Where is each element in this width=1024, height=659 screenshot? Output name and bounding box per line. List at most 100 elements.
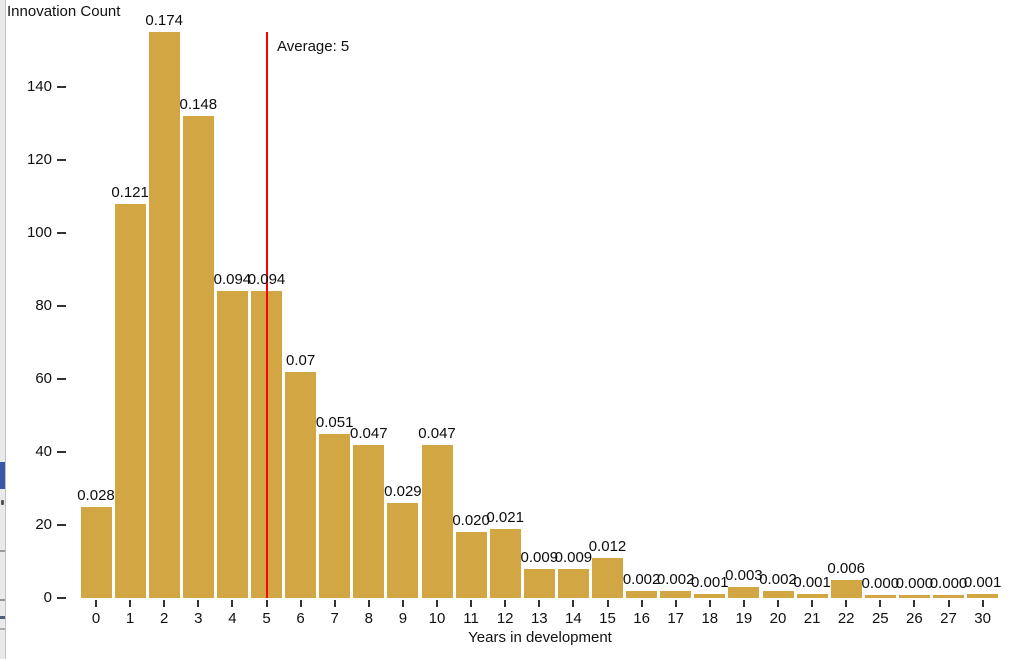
- y-tick-label: 100: [26, 224, 52, 241]
- bar-16: [626, 590, 658, 598]
- x-tick-mark: [504, 600, 507, 607]
- x-tick-label: 17: [667, 610, 685, 627]
- bar-12: [489, 528, 521, 598]
- bar-25: [864, 595, 896, 598]
- x-tick-mark: [708, 600, 711, 607]
- x-tick-label: 0: [91, 610, 101, 627]
- x-axis-title: Years in development: [468, 629, 612, 646]
- x-tick-label: 13: [530, 610, 548, 627]
- y-tick-label: 20: [35, 516, 52, 533]
- x-tick-mark: [367, 600, 370, 607]
- x-tick-mark: [538, 600, 541, 607]
- bar-value-label: 0.001: [963, 574, 1002, 592]
- x-tick-label: 19: [735, 610, 753, 627]
- bar-value-label: 0.009: [554, 548, 593, 566]
- bar-value-label: 0.07: [285, 351, 316, 369]
- bar-value-label: 0.021: [486, 508, 524, 526]
- bar-4: [216, 291, 248, 598]
- y-tick-label: 40: [35, 443, 52, 460]
- x-tick-label: 12: [496, 610, 514, 627]
- edge-blue-fragment: [0, 462, 5, 489]
- bar-18: [694, 594, 726, 598]
- x-tick-label: 9: [398, 610, 408, 627]
- bar-21: [796, 594, 828, 598]
- x-tick-label: 3: [194, 610, 203, 627]
- bar-11: [455, 532, 487, 598]
- bar-value-label: 0.000: [861, 575, 900, 593]
- x-tick-label: 26: [906, 610, 923, 627]
- y-tick-mark: [57, 451, 66, 453]
- bar-15: [592, 557, 623, 598]
- bar-value-label: 0.002: [656, 570, 695, 588]
- bar-26: [898, 595, 930, 598]
- bar-value-label: 0.174: [145, 12, 183, 30]
- x-tick-mark: [333, 600, 336, 607]
- x-tick-label: 16: [633, 610, 650, 627]
- bar-value-label: 0.000: [929, 575, 968, 593]
- bar-13: [523, 568, 555, 598]
- average-line: [265, 32, 268, 598]
- bar-19: [728, 587, 760, 598]
- bar-7: [319, 433, 351, 598]
- y-tick-mark: [57, 305, 66, 307]
- average-annotation: Average: 5: [277, 38, 350, 55]
- bar-14: [557, 568, 589, 598]
- y-tick-label: 120: [26, 151, 52, 168]
- x-tick-mark: [572, 600, 575, 607]
- bar-value-label: 0.051: [315, 413, 354, 431]
- x-tick-mark: [299, 600, 302, 607]
- x-tick-label: 6: [296, 610, 305, 627]
- bar-17: [660, 590, 692, 598]
- x-tick-mark: [163, 600, 166, 607]
- bar-value-label: 0.094: [213, 271, 252, 289]
- x-tick-label: 1: [125, 610, 135, 627]
- bar-22: [830, 579, 862, 598]
- x-tick-label: 20: [769, 610, 787, 627]
- x-tick-label: 14: [565, 610, 582, 627]
- x-tick-mark: [947, 600, 950, 607]
- x-tick-mark: [640, 600, 643, 607]
- y-tick-label: 80: [35, 297, 52, 314]
- bar-30: [967, 594, 999, 598]
- x-tick-label: 8: [364, 610, 373, 627]
- bar-value-label: 0.121: [111, 183, 149, 201]
- x-tick-label: 25: [871, 610, 889, 627]
- bar-6: [285, 371, 317, 598]
- bar-value-label: 0.012: [588, 537, 627, 555]
- bar-3: [182, 116, 214, 598]
- x-tick-mark: [981, 600, 984, 607]
- x-tick-mark: [674, 600, 677, 607]
- bar-10: [421, 444, 453, 598]
- y-tick-mark: [57, 86, 66, 88]
- edge-glyph-fragment: [1, 500, 4, 505]
- bar-2: [148, 32, 180, 598]
- x-tick-mark: [436, 600, 438, 607]
- bar-value-label: 0.002: [622, 570, 661, 588]
- edge-divider: [0, 550, 5, 552]
- x-tick-mark: [470, 600, 473, 607]
- x-tick-label: 22: [837, 610, 855, 627]
- x-tick-mark: [197, 600, 200, 607]
- y-tick-label: 140: [26, 78, 52, 95]
- x-tick-label: 10: [428, 610, 446, 627]
- x-tick-mark: [811, 600, 814, 607]
- y-tick-mark: [57, 232, 66, 234]
- x-tick-label: 18: [701, 610, 719, 627]
- y-tick-label: 0: [43, 589, 52, 606]
- x-tick-label: 4: [228, 610, 237, 627]
- edge-divider: [0, 616, 5, 619]
- x-tick-label: 2: [160, 610, 169, 627]
- x-tick-mark: [879, 600, 882, 607]
- x-tick-mark: [606, 600, 609, 607]
- x-tick-mark: [742, 600, 745, 607]
- bar-value-label: 0.020: [452, 512, 490, 530]
- x-tick-mark: [913, 600, 916, 607]
- bar-value-label: 0.148: [179, 96, 218, 114]
- bar-value-label: 0.009: [520, 548, 559, 566]
- x-tick-mark: [129, 600, 132, 607]
- edge-divider: [0, 628, 5, 630]
- x-tick-label: 27: [940, 610, 957, 627]
- bar-value-label: 0.094: [247, 271, 286, 289]
- x-tick-label: 21: [803, 610, 821, 627]
